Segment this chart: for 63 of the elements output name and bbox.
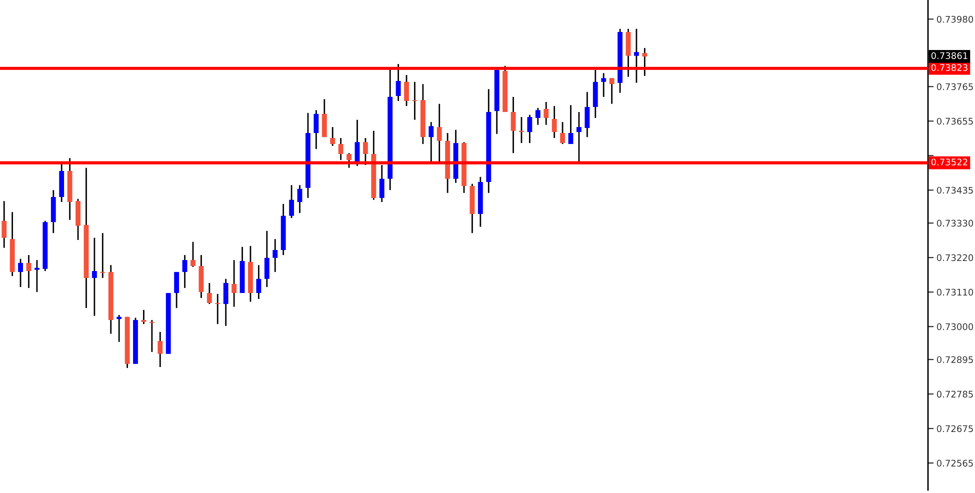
candlestick [527, 114, 532, 144]
ref-line-label: 0.73823 [931, 64, 968, 72]
candlestick [626, 28, 631, 78]
candlestick [116, 314, 122, 343]
candlestick [362, 137, 368, 166]
y-tick-label: 0.73330 [936, 220, 974, 227]
candlestick [584, 91, 590, 138]
candlestick [256, 264, 262, 300]
candlestick [100, 232, 106, 279]
candlestick [404, 74, 409, 107]
candlestick [346, 152, 352, 169]
candlestick [642, 47, 648, 77]
candlestick [544, 101, 549, 126]
candlestick [338, 137, 344, 161]
candlestick [34, 259, 40, 293]
y-tick-label: 0.72895 [936, 356, 973, 364]
y-tick-label: 0.72785 [936, 390, 973, 398]
candlestick [141, 309, 146, 325]
candlestick [576, 111, 582, 163]
y-tick-label: 0.73435 [936, 186, 973, 194]
ref-line-label: 0.73522 [931, 158, 968, 166]
y-tick-label: 0.72675 [936, 425, 973, 432]
candlestick [314, 109, 319, 150]
y-tick-label: 0.73655 [936, 118, 973, 125]
candlestick [510, 96, 516, 154]
candlestick [436, 103, 442, 163]
candlestick [601, 72, 606, 98]
candlestick [609, 77, 614, 105]
candlestick [396, 63, 401, 102]
candlestick [92, 237, 97, 317]
candlestick [568, 104, 574, 145]
candlestick [297, 184, 302, 214]
candlestick [190, 241, 196, 268]
candlestick [289, 184, 294, 219]
candlestick [2, 200, 7, 249]
candlestick [272, 238, 278, 273]
candlestick [264, 230, 270, 288]
candlestick [379, 164, 384, 203]
candlestick [322, 98, 327, 138]
candlestick [18, 258, 23, 288]
candlestick [552, 105, 557, 139]
y-tick-label: 0.73980 [936, 16, 974, 23]
candlestick [206, 282, 212, 305]
candlestick [560, 121, 566, 145]
candlestick [232, 259, 237, 308]
candlestick [149, 319, 154, 353]
y-tick-label: 0.72565 [936, 460, 973, 467]
y-tick-label: 0.73765 [936, 83, 973, 90]
y-tick-label: 0.73220 [936, 254, 974, 262]
candlestick [634, 28, 639, 84]
y-tick-label: 0.73110 [936, 288, 974, 296]
candlestick [215, 293, 220, 325]
candlestick [330, 126, 336, 147]
candlestick [354, 119, 360, 167]
y-tick-label: 0.73000 [936, 323, 974, 330]
candlestick [182, 254, 188, 289]
candlestick [412, 81, 418, 121]
text: 0.73861 [931, 52, 968, 60]
candlestick [535, 107, 540, 126]
candlestick [158, 331, 163, 368]
candlestick [174, 271, 180, 309]
candlestick [428, 121, 434, 163]
candlestick [223, 278, 228, 327]
